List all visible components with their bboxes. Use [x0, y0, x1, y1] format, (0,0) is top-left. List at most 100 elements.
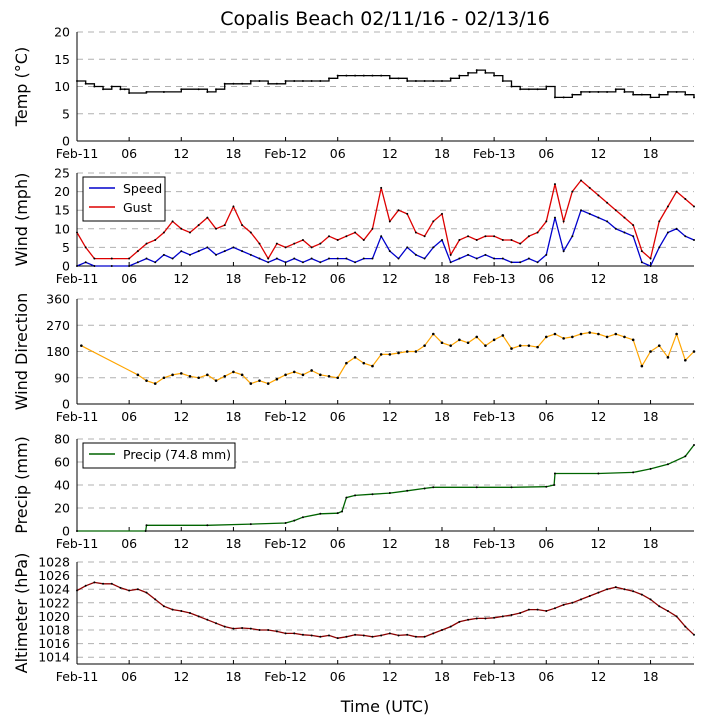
data-point: [223, 250, 226, 253]
data-point: [632, 590, 635, 593]
data-point: [562, 96, 565, 99]
data-point: [180, 88, 183, 91]
x-tick-label: 06: [121, 536, 137, 551]
data-point: [345, 257, 348, 260]
data-point: [397, 257, 400, 260]
y-tick-label: 20: [54, 184, 70, 199]
y-axis-label: Precip (mm): [12, 436, 31, 534]
data-point: [136, 588, 139, 591]
data-point: [684, 455, 687, 458]
y-tick-label: 15: [54, 203, 70, 218]
data-point: [93, 581, 96, 584]
y-tick-label: 1014: [38, 650, 70, 665]
data-point: [553, 96, 556, 99]
data-point: [223, 224, 226, 227]
data-point: [693, 205, 695, 208]
data-point: [571, 190, 574, 193]
data-point: [658, 220, 661, 223]
data-point: [466, 341, 470, 345]
data-point: [341, 510, 344, 513]
data-point: [467, 71, 470, 74]
data-point: [553, 332, 557, 336]
data-point: [179, 372, 183, 375]
data-point: [267, 82, 270, 85]
data-point: [267, 261, 270, 264]
data-point: [76, 231, 78, 234]
data-point: [197, 250, 200, 253]
data-point: [180, 609, 183, 612]
panel-precip: 0 20 40 60 80 Feb-11 06 12 18 Feb-12 06 12 18 Feb-13 0…: [12, 432, 695, 551]
data-point: [527, 235, 530, 238]
data-point: [241, 626, 244, 629]
data-point: [258, 629, 261, 631]
x-tick-label: 18: [643, 669, 659, 684]
data-point: [119, 586, 122, 589]
data-point: [684, 235, 687, 238]
data-point: [371, 74, 374, 77]
x-tick-label: 12: [173, 146, 189, 161]
data-point: [154, 261, 157, 264]
data-point: [223, 82, 226, 85]
data-point: [649, 257, 652, 260]
data-point: [432, 632, 435, 635]
y-axis-label: Wind (mph): [12, 173, 31, 267]
x-tick-label: 18: [225, 271, 241, 286]
data-point: [275, 377, 279, 381]
data-point: [301, 261, 304, 264]
data-point: [536, 345, 539, 349]
data-point: [123, 88, 126, 91]
data-point: [579, 332, 583, 336]
legend-label: Gust: [123, 200, 152, 215]
data-point: [171, 373, 174, 377]
data-point: [388, 220, 391, 223]
data-point: [536, 88, 539, 91]
x-tick-label: 12: [590, 146, 606, 161]
data-point: [249, 80, 252, 83]
data-point: [492, 338, 496, 342]
data-point: [693, 633, 695, 636]
data-point: [640, 250, 643, 253]
x-tick-label: 06: [121, 669, 137, 684]
data-point: [423, 487, 426, 490]
data-point: [197, 88, 200, 91]
data-point: [275, 257, 278, 260]
data-point: [93, 265, 96, 267]
y-tick-label: 0: [62, 259, 70, 274]
x-tick-label: 06: [330, 271, 346, 286]
x-tick-label: 18: [643, 146, 659, 161]
x-tick-label: 12: [590, 669, 606, 684]
data-point: [406, 633, 409, 636]
data-point: [293, 632, 296, 635]
data-point: [623, 335, 626, 339]
data-point: [562, 603, 565, 606]
x-tick-label: 18: [225, 669, 241, 684]
data-point: [345, 74, 348, 77]
data-point: [623, 216, 626, 219]
data-point: [440, 212, 443, 215]
data-point: [510, 614, 513, 617]
data-point: [632, 471, 635, 474]
y-tick-label: 20: [54, 501, 70, 516]
x-tick-label: 18: [434, 669, 450, 684]
data-point: [266, 382, 270, 385]
data-point: [345, 235, 348, 238]
x-tick-label: 06: [538, 669, 554, 684]
data-point: [475, 486, 478, 489]
data-point: [292, 370, 296, 374]
data-point: [275, 82, 278, 85]
x-tick-label: Feb-11: [56, 146, 99, 161]
data-point: [388, 77, 391, 80]
y-tick-label: 270: [46, 318, 70, 333]
data-point: [145, 90, 148, 93]
data-point: [310, 634, 313, 637]
data-point: [640, 261, 643, 264]
x-tick-label: 06: [538, 536, 554, 551]
data-point: [145, 242, 148, 245]
data-point: [405, 350, 409, 353]
data-point: [510, 261, 513, 264]
data-point: [493, 257, 496, 260]
x-tick-label: Feb-13: [473, 271, 516, 286]
data-point: [440, 80, 443, 83]
data-point: [249, 523, 252, 526]
data-point: [493, 616, 496, 619]
